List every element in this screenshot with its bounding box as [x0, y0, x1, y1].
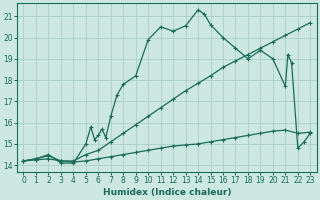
- X-axis label: Humidex (Indice chaleur): Humidex (Indice chaleur): [103, 188, 231, 197]
